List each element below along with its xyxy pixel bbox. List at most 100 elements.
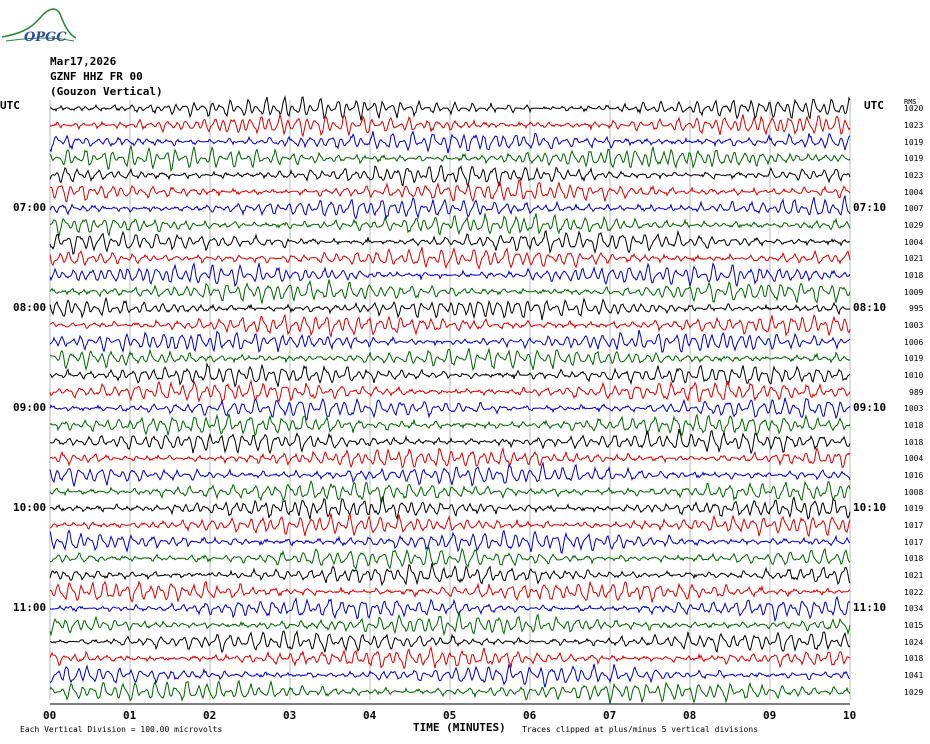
trace-rms-value: 995 — [909, 304, 924, 314]
trace-rms-value: 989 — [909, 387, 924, 397]
x-tick-label: 04 — [363, 709, 377, 722]
trace-rms-value: 1017 — [904, 537, 924, 547]
seismic-trace — [49, 611, 851, 637]
header-date: Mar17,2026 — [50, 55, 117, 68]
x-tick-label: 01 — [123, 709, 137, 722]
trace-rms-value: 1008 — [904, 487, 924, 497]
seismic-trace — [49, 480, 851, 505]
trace-rms-value: 1023 — [904, 121, 924, 130]
trace-rms-value: 1019 — [904, 504, 924, 514]
seismic-trace — [49, 279, 851, 305]
seismic-trace — [49, 580, 851, 603]
seismic-trace — [49, 261, 851, 288]
seismic-trace — [49, 461, 851, 487]
trace-rms-value: 1015 — [904, 621, 924, 630]
trace-rms-value: 1016 — [904, 471, 924, 480]
seismic-trace — [49, 114, 851, 138]
seismic-trace — [49, 178, 851, 203]
seismic-trace — [49, 397, 851, 421]
seismic-trace — [50, 347, 851, 372]
trace-rms-value: 1034 — [904, 604, 924, 614]
trace-rms-value: 1019 — [904, 354, 924, 364]
trace-rms-value: 1041 — [904, 671, 924, 680]
seismic-trace — [49, 645, 851, 670]
seismic-trace — [49, 512, 851, 538]
right-time-label: 10:10 — [853, 501, 887, 515]
x-tick-label: 10 — [843, 709, 857, 722]
trace-rms-value: 1018 — [904, 421, 924, 430]
x-tick-label: 06 — [523, 709, 537, 722]
seismic-trace — [49, 229, 851, 255]
x-tick-label: 08 — [683, 709, 697, 722]
x-tick-label: 05 — [443, 709, 457, 722]
seismic-trace — [49, 662, 851, 688]
clip-note: Traces clipped at plus/minus 5 vertical … — [522, 725, 759, 734]
trace-rms-value: 1006 — [904, 337, 924, 347]
seismic-trace — [49, 495, 851, 521]
seismic-trace — [49, 595, 851, 623]
trace-rms-value: 1029 — [904, 221, 924, 230]
left-time-label: 07:00 — [13, 201, 47, 215]
trace-rms-value: 1010 — [904, 371, 924, 380]
seismic-trace — [49, 130, 851, 154]
seismic-trace — [49, 296, 851, 321]
seismic-trace — [49, 144, 851, 173]
seismic-trace — [49, 313, 851, 339]
trace-rms-value: 1018 — [904, 271, 924, 280]
trace-rms-value: 1017 — [904, 521, 924, 530]
trace-rms-value: 1004 — [904, 454, 924, 464]
trace-rms-value: 1024 — [904, 637, 924, 647]
trace-rms-value: 1029 — [904, 687, 924, 697]
right-time-label: 08:10 — [853, 301, 887, 315]
trace-rms-value: 1009 — [904, 287, 924, 297]
seismic-trace — [49, 545, 851, 571]
trace-rms-value: 1020 — [904, 104, 924, 114]
seismic-trace — [49, 379, 851, 403]
right-utc-label: UTC — [864, 99, 884, 112]
seismic-trace — [49, 95, 851, 121]
opgc-logo: OPGC — [0, 0, 80, 46]
seismic-trace — [49, 679, 851, 704]
right-time-label: 07:10 — [853, 201, 887, 215]
header-station-name: (Gouzon Vertical) — [50, 85, 163, 98]
left-time-label: 08:00 — [13, 301, 47, 315]
seismic-trace — [49, 329, 851, 354]
seismic-trace — [49, 213, 851, 238]
seismic-trace — [49, 164, 851, 188]
scale-note: Each Vertical Division = 100.00 microvol… — [20, 725, 223, 734]
trace-rms-value: 1018 — [904, 437, 924, 447]
seismic-trace — [49, 529, 851, 555]
trace-rms-value: 1021 — [904, 571, 924, 580]
seismic-trace — [49, 246, 851, 271]
left-time-label: 09:00 — [13, 401, 47, 415]
seismic-trace — [49, 413, 851, 437]
left-time-label: 10:00 — [13, 501, 47, 515]
seismic-trace — [49, 362, 851, 388]
trace-rms-value: 1019 — [904, 154, 924, 164]
seismic-trace — [49, 428, 851, 455]
logo-text: OPGC — [24, 30, 67, 45]
trace-rms-value: 1004 — [904, 237, 924, 247]
trace-rms-value: 1004 — [904, 187, 924, 197]
trace-rms-value: 1003 — [904, 404, 924, 414]
header-channel: GZNF HHZ FR 00 — [50, 70, 143, 83]
trace-rms-value: 1007 — [904, 204, 924, 214]
rms-column-header: RMS — [904, 98, 917, 106]
x-tick-label: 09 — [763, 709, 777, 722]
trace-rms-value: 1023 — [904, 171, 924, 180]
seismic-trace — [49, 195, 851, 221]
x-axis-label: TIME (MINUTES) — [413, 721, 506, 734]
left-utc-label: UTC — [0, 99, 20, 112]
trace-rms-value: 1003 — [904, 321, 924, 330]
right-time-label: 09:10 — [853, 401, 887, 415]
left-time-label: 11:00 — [13, 601, 47, 615]
seismic-trace — [49, 446, 851, 469]
trace-rms-value: 1018 — [904, 554, 924, 564]
trace-rms-value: 1021 — [904, 254, 924, 264]
right-time-label: 11:10 — [853, 601, 887, 615]
x-tick-label: 03 — [283, 709, 297, 722]
trace-rms-value: 1019 — [904, 137, 924, 147]
trace-rms-value: 1018 — [904, 654, 924, 664]
seismic-trace — [49, 629, 851, 654]
